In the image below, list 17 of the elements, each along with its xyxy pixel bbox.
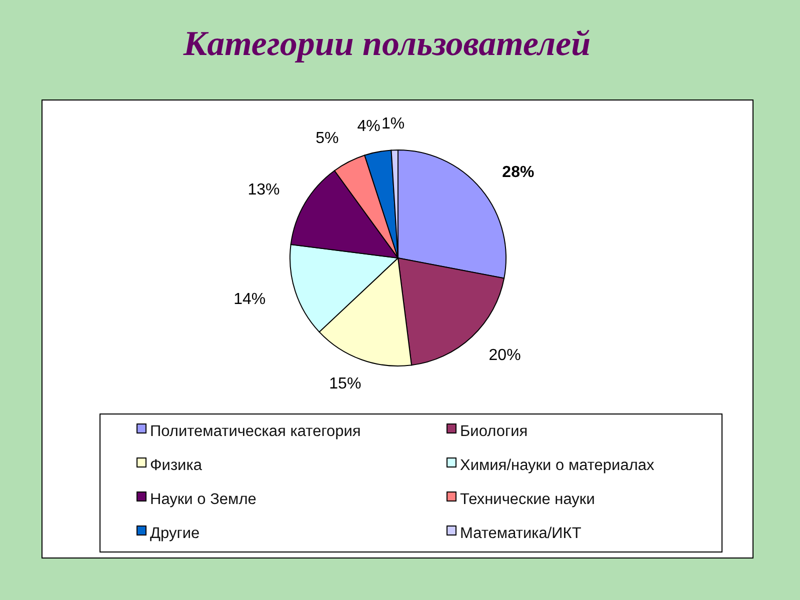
legend-label: Технические науки — [460, 491, 595, 508]
data-label: 4% — [357, 118, 380, 135]
legend-label: Химия/науки о материалах — [460, 457, 654, 474]
data-label: 28% — [502, 164, 534, 182]
chart-title: Категории пользователей — [182, 24, 591, 63]
legend-label: Биология — [460, 423, 528, 440]
legend-label: Другие — [150, 525, 200, 542]
data-label: 14% — [234, 290, 266, 308]
legend-label: Науки о Земле — [150, 491, 256, 508]
legend-label: Физика — [150, 457, 202, 474]
legend-label: Математика/ИКТ — [460, 525, 582, 542]
data-label: 13% — [248, 181, 280, 198]
legend-label: Политематическая категория — [150, 423, 361, 440]
data-label: 5% — [316, 130, 339, 148]
data-label: 20% — [488, 347, 521, 364]
data-label: 1% — [382, 116, 405, 133]
data-label: 15% — [329, 376, 362, 393]
